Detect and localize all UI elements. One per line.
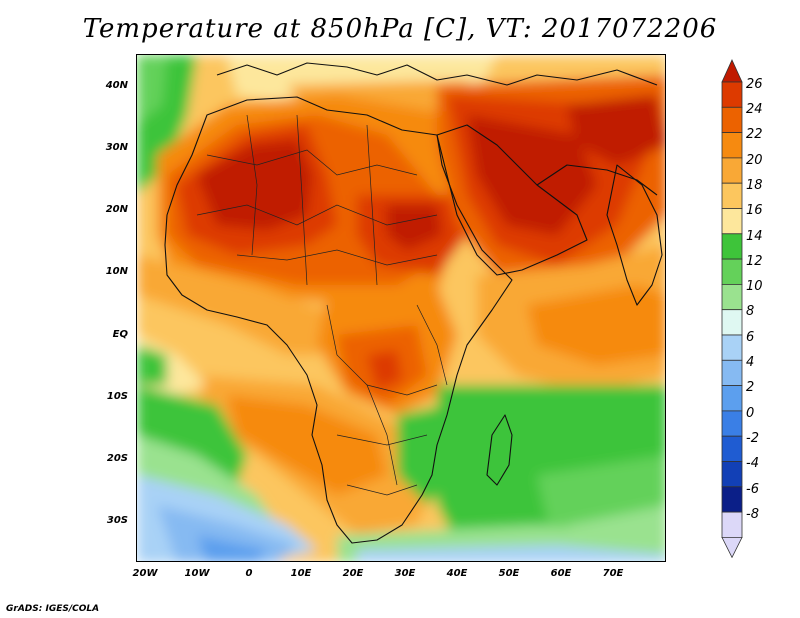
colorbar-label: 24 <box>746 102 763 117</box>
country-borders <box>196 114 448 496</box>
colorbar-label: 22 <box>746 127 763 142</box>
colorbar-segment <box>721 385 743 412</box>
colorbar-segment <box>721 511 743 538</box>
colorbar-segment <box>721 182 743 209</box>
colorbar-segment <box>721 359 743 386</box>
colorbar-label: 6 <box>746 330 755 345</box>
colorbar-segment <box>721 106 743 133</box>
colorbar-label: 12 <box>746 254 763 269</box>
colorbar-min-arrow <box>721 536 743 558</box>
lat-label: 40N <box>105 80 128 91</box>
colorbar-label: -8 <box>746 507 759 522</box>
colorbar-max-arrow <box>721 59 743 83</box>
colorbar-label: 26 <box>746 77 763 92</box>
colorbar-segment <box>721 334 743 361</box>
colorbar-segment <box>721 410 743 437</box>
colorbar-label: 8 <box>746 304 755 319</box>
lat-label: 30N <box>105 142 128 153</box>
coastlines <box>164 62 663 544</box>
lat-label: 30S <box>106 515 128 526</box>
colorbar-segment <box>721 486 743 513</box>
colorbar-segment <box>721 461 743 488</box>
colorbar-label: 20 <box>746 153 763 168</box>
lon-label: 10W <box>184 568 210 579</box>
lon-label: 10E <box>290 568 312 579</box>
colorbar-segment <box>721 283 743 311</box>
colorbar-label: 10 <box>746 279 763 294</box>
colorbar-segment <box>721 309 743 336</box>
map-title: Temperature at 850hPa [C], VT: 201707220… <box>82 14 718 44</box>
colorbar-segment <box>721 233 743 260</box>
lon-label: 50E <box>498 568 520 579</box>
colorbar-segment <box>721 258 743 285</box>
grads-credit: GrADS: IGES/COLA <box>6 604 100 614</box>
colorbar-label: 0 <box>746 406 755 421</box>
colorbar-segment <box>721 435 743 462</box>
lon-label: 20E <box>342 568 364 579</box>
lat-label: 20S <box>106 453 128 464</box>
temperature-map <box>136 54 666 562</box>
colorbar-label: 16 <box>746 203 763 218</box>
colorbar-label: -4 <box>746 456 759 471</box>
colorbar-label: 14 <box>746 229 763 244</box>
lat-label: EQ <box>112 329 128 340</box>
temperature-shading <box>137 55 665 561</box>
colorbar <box>721 59 743 558</box>
lon-label: 20W <box>132 568 158 579</box>
lat-label: 20N <box>105 204 128 215</box>
lon-label: 40E <box>446 568 468 579</box>
lon-label: 30E <box>394 568 416 579</box>
lat-label: 10S <box>106 391 128 402</box>
colorbar-label: 2 <box>746 380 755 395</box>
lon-label: 60E <box>550 568 572 579</box>
colorbar-segment <box>721 157 743 184</box>
colorbar-segment <box>721 208 743 235</box>
colorbar-label: 18 <box>746 178 763 193</box>
temperature-field <box>137 55 665 561</box>
lon-label: 0 <box>245 568 253 579</box>
colorbar-label: -2 <box>746 431 759 446</box>
colorbar-segment <box>721 81 743 108</box>
colorbar-segment <box>721 132 743 159</box>
colorbar-label: -6 <box>746 482 759 497</box>
colorbar-label: 4 <box>746 355 755 370</box>
lon-label: 70E <box>602 568 624 579</box>
lat-label: 10N <box>105 266 128 277</box>
